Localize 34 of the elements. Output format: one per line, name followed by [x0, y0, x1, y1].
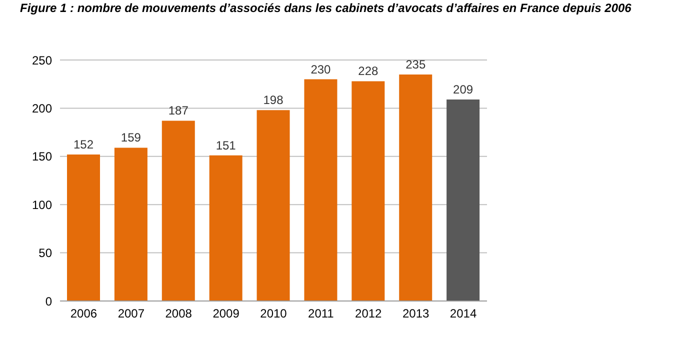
x-tick-label: 2009 — [212, 306, 240, 321]
data-label: 228 — [358, 64, 378, 78]
data-label: 187 — [168, 104, 189, 118]
y-tick-label: 0 — [45, 294, 52, 308]
y-tick-label: 150 — [32, 150, 52, 164]
data-label: 235 — [406, 57, 426, 72]
y-tick-label: 50 — [38, 246, 52, 260]
data-label: 198 — [263, 93, 284, 108]
bar — [114, 148, 148, 301]
x-tick-label: 2008 — [165, 306, 192, 321]
data-label: 151 — [216, 138, 236, 152]
bar — [352, 81, 385, 301]
x-tick-label: 2010 — [260, 306, 288, 321]
bar — [162, 120, 195, 301]
x-tick-label: 2006 — [70, 306, 98, 321]
x-tick-label: 2007 — [118, 306, 145, 321]
data-label: 209 — [453, 82, 474, 97]
bar — [256, 110, 290, 301]
data-label: 159 — [120, 130, 142, 145]
bar — [446, 100, 480, 301]
bar — [304, 79, 338, 301]
data-label: 230 — [310, 62, 332, 76]
x-tick-label: 2012 — [355, 306, 382, 321]
y-tick-label: 200 — [32, 101, 52, 116]
chart-title: Figure 1 : nombre de mouvements d’associés dans les cabinets d’avocats d’affaires en France depuis 2006 — [20, 1, 632, 15]
bar — [399, 74, 432, 301]
y-tick-label: 100 — [32, 198, 52, 212]
bar — [209, 155, 242, 301]
x-tick-label: 2014 — [450, 306, 477, 321]
data-label: 152 — [73, 137, 94, 152]
x-tick-label: 2013 — [402, 306, 430, 321]
bar — [67, 154, 100, 301]
y-tick-label: 250 — [32, 53, 52, 68]
x-tick-label: 2011 — [308, 306, 334, 321]
